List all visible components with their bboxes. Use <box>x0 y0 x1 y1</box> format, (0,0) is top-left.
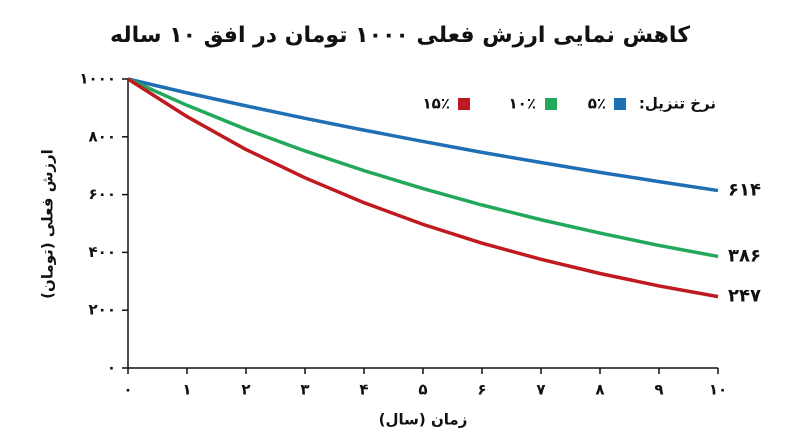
x-tick-label: ۸ <box>595 381 604 399</box>
x-tick-label: ۱ <box>182 381 191 399</box>
x-tick-label: ۶ <box>477 381 486 399</box>
legend-label: ۱۵٪ <box>423 95 450 113</box>
x-tick-label: ۱۰ <box>709 381 727 399</box>
y-tick-label: ۶۰۰ <box>89 185 116 203</box>
x-axis-label: زمان (سال) <box>379 411 468 429</box>
legend-swatch <box>614 98 626 110</box>
legend-swatch <box>458 98 470 110</box>
value-label: ۶۱۴ <box>728 180 761 201</box>
line <box>127 77 719 193</box>
value-label: ۲۴۷ <box>728 286 761 307</box>
y-tick-label: ۰ <box>107 359 116 377</box>
y-tick-label: ۴۰۰ <box>89 243 116 261</box>
legend-title: نرخ تنزیل: <box>639 95 716 113</box>
chart-title: کاهش نمایی ارزش فعلی ۱۰۰۰ تومان در افق ۱… <box>110 23 690 48</box>
y-tick-label: ۸۰۰ <box>89 127 116 145</box>
line <box>127 77 719 259</box>
line <box>127 77 719 299</box>
value-label: ۳۸۶ <box>728 245 761 266</box>
y-axis-label: ارزش فعلی (تومان) <box>39 149 57 299</box>
y-tick-label: ۱۰۰۰ <box>79 70 116 88</box>
legend-swatch <box>545 98 557 110</box>
x-tick-label: ۰ <box>123 381 132 399</box>
x-tick-label: ۷ <box>536 381 545 399</box>
x-tick-label: ۹ <box>654 381 663 399</box>
x-tick-label: ۲ <box>241 381 250 399</box>
y-tick-label: ۲۰۰ <box>89 301 116 319</box>
x-tick-label: ۴ <box>359 381 368 399</box>
x-tick-label: ۵ <box>418 381 427 399</box>
legend-label: ۱۰٪ <box>509 95 536 113</box>
x-tick-label: ۳ <box>300 381 309 399</box>
legend-label: ۵٪ <box>588 95 606 113</box>
